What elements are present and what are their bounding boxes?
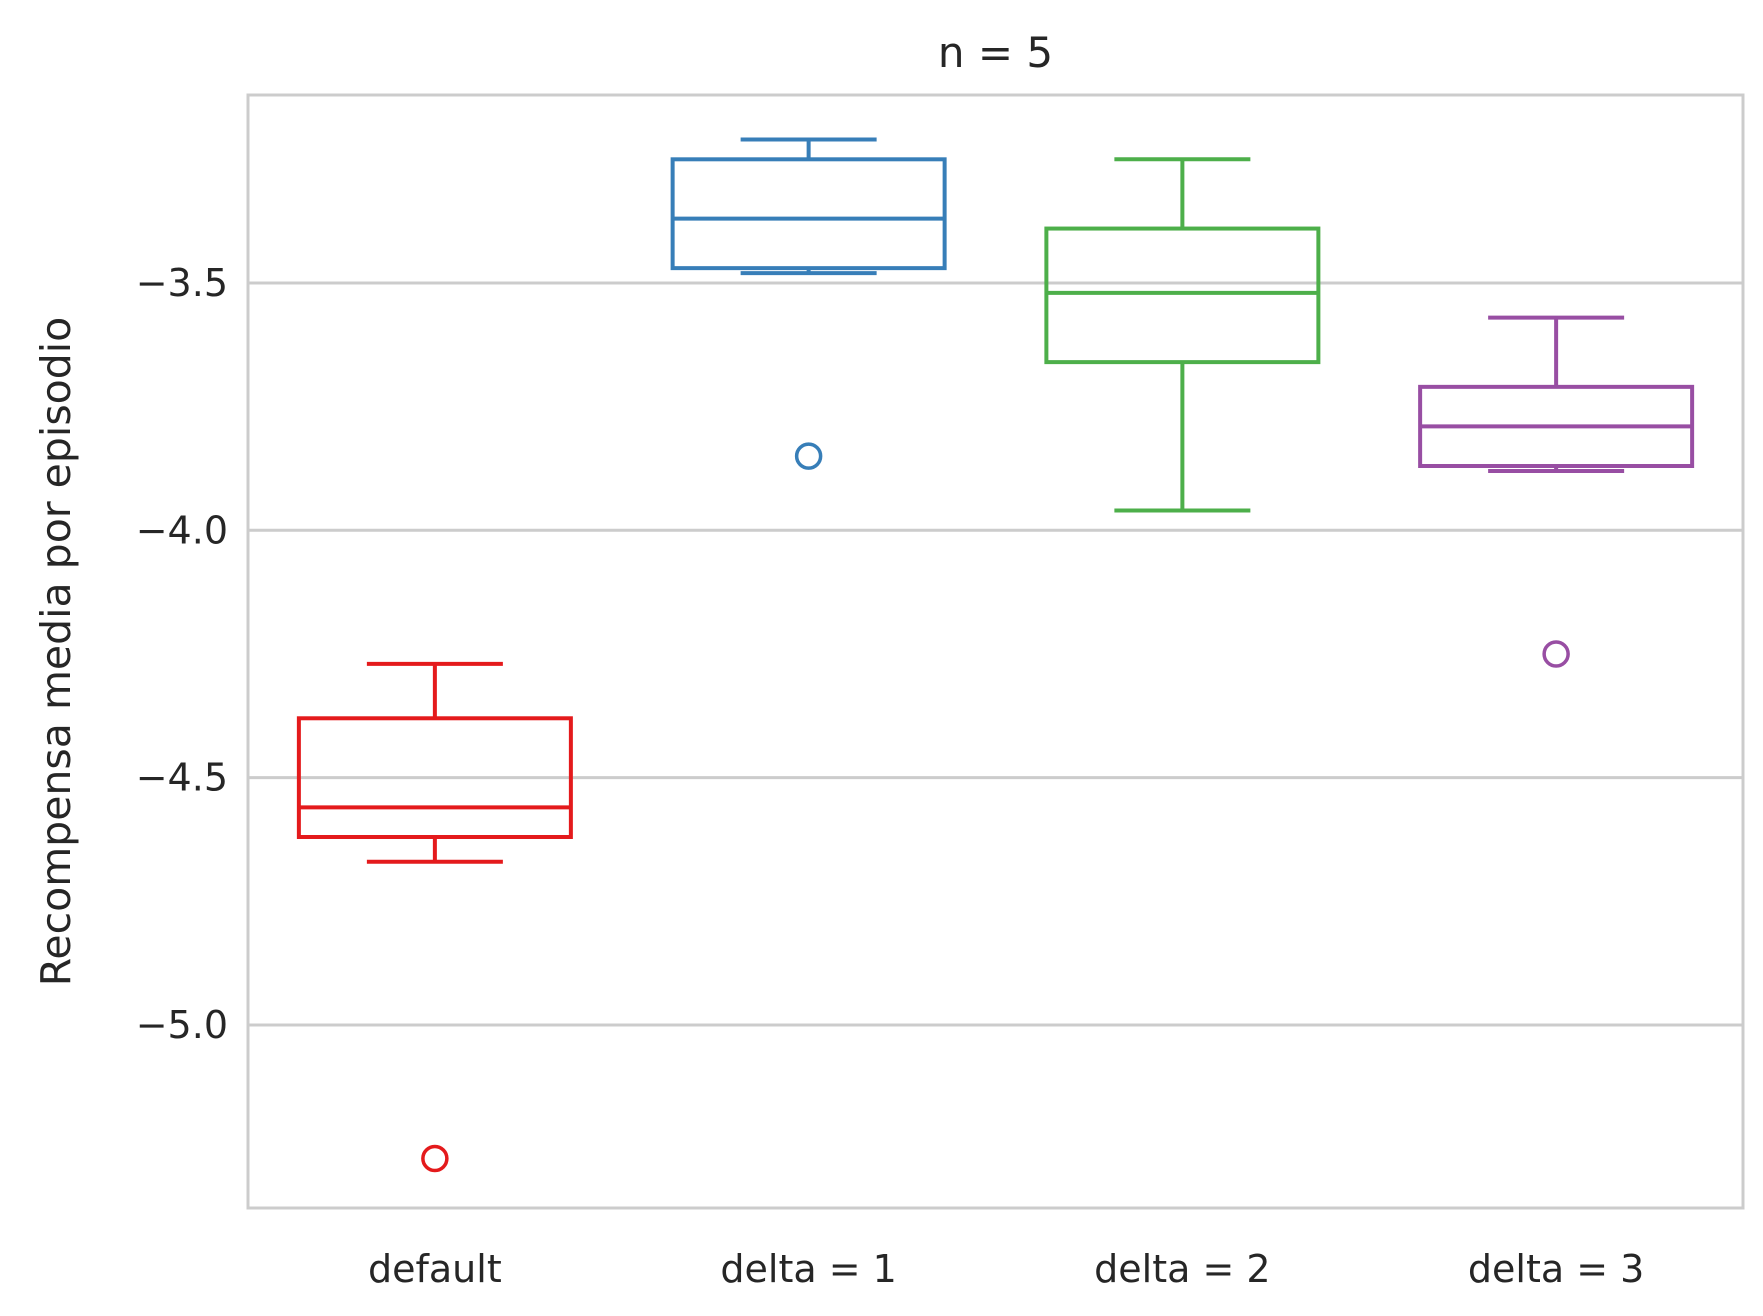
y-tick-label: −5.0 [136, 1003, 228, 1047]
y-tick-label: −4.0 [136, 508, 228, 552]
x-tick-label: delta = 1 [720, 1247, 896, 1291]
box-group [296, 661, 573, 1173]
y-tick-label: −3.5 [136, 261, 228, 305]
x-tick-label: delta = 3 [1468, 1247, 1644, 1291]
box-iqr [1044, 226, 1321, 365]
boxes [296, 137, 1695, 1173]
chart-title: n = 5 [938, 28, 1053, 77]
box-group [1418, 315, 1695, 668]
outlier-point [421, 1144, 449, 1173]
x-tick-label: delta = 2 [1094, 1247, 1270, 1291]
plot-area-frame [246, 93, 1745, 1210]
outlier-point [794, 442, 823, 470]
y-axis-label: Recompensa media por episodio [32, 317, 80, 987]
grid-lines [248, 281, 1743, 1027]
y-tick-labels: −3.5 −4.0 −4.5 −5.0 [136, 261, 228, 1047]
box-group [1044, 157, 1321, 513]
outlier-point [1542, 640, 1570, 668]
x-tick-label: default [368, 1247, 502, 1291]
box-iqr [296, 716, 573, 840]
x-tick-labels: default delta = 1 delta = 2 delta = 3 [368, 1247, 1644, 1291]
box-group [670, 137, 947, 470]
box-iqr [670, 157, 947, 271]
y-tick-label: −4.5 [136, 756, 228, 800]
